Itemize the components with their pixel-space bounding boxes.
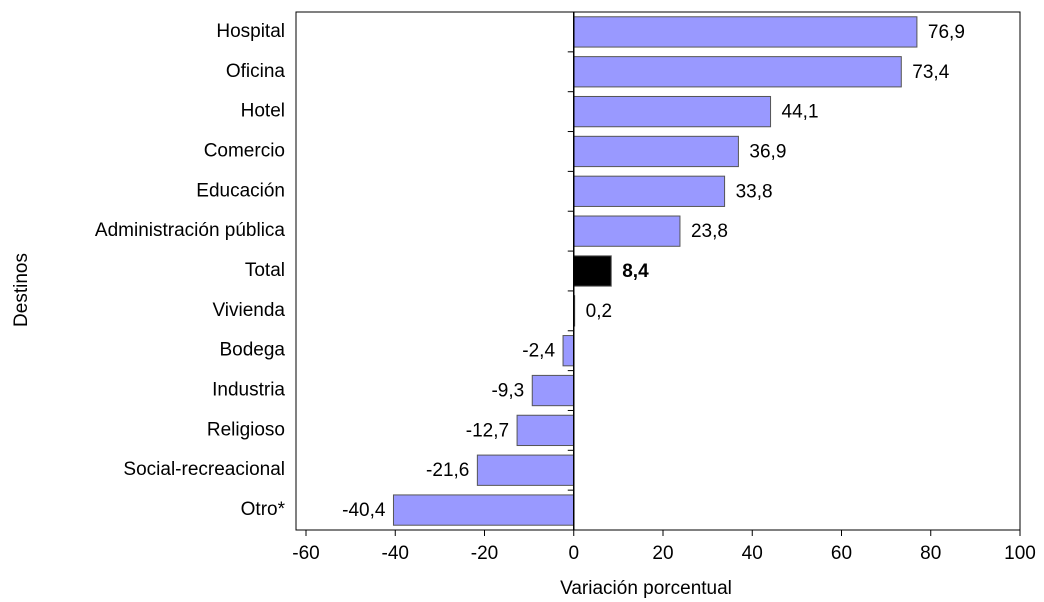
bar [573, 16, 918, 48]
y-tick-label: Otro* [241, 499, 286, 520]
y-tick-label: Industria [212, 380, 285, 401]
value-label: 76,9 [928, 22, 965, 43]
y-tick-label: Hotel [241, 101, 285, 122]
y-axis-title: Destinos [11, 253, 32, 327]
bar [573, 255, 612, 287]
value-label: -40,4 [342, 500, 386, 521]
x-tick-label: 0 [568, 543, 579, 564]
plot-area [295, 11, 1021, 531]
x-tick-label: -40 [382, 543, 409, 564]
value-label: -9,3 [491, 381, 524, 402]
y-tick-label: Administración pública [95, 220, 286, 241]
bar [476, 454, 575, 486]
value-label: -21,6 [426, 460, 469, 481]
x-axis-title: Variación porcentual [560, 578, 732, 599]
x-tick-label: 20 [652, 543, 673, 564]
x-tick-label: -60 [292, 543, 319, 564]
y-tick-label: Educación [196, 180, 285, 201]
y-tick-label: Bodega [219, 340, 285, 361]
x-tick-label: 100 [1004, 543, 1036, 564]
x-tick-label: 80 [920, 543, 941, 564]
value-label: 36,9 [749, 141, 786, 162]
value-label: 8,4 [622, 261, 649, 282]
bar [562, 335, 575, 367]
value-label: -12,7 [466, 420, 509, 441]
value-label: 23,8 [691, 221, 728, 242]
bar [531, 374, 575, 407]
bar [516, 414, 575, 447]
bar [392, 494, 575, 526]
y-tick-label: Hospital [216, 21, 285, 42]
value-label: 44,1 [782, 102, 819, 123]
y-tick-label: Religioso [207, 419, 285, 440]
x-tick-label: 40 [742, 543, 763, 564]
y-tick-label: Vivienda [212, 300, 285, 321]
bar [573, 175, 726, 207]
bar [573, 135, 739, 168]
x-tick-label: -20 [471, 543, 498, 564]
bar [573, 95, 772, 128]
bar [573, 56, 902, 88]
value-label: 73,4 [912, 62, 949, 83]
y-tick-label: Comercio [204, 140, 285, 161]
bar [573, 215, 681, 247]
value-label: 0,2 [586, 301, 612, 322]
y-tick-label: Social-recreacional [123, 459, 285, 480]
y-tick-label: Total [245, 260, 285, 281]
y-tick-label: Oficina [226, 61, 286, 82]
value-label: 33,8 [736, 181, 773, 202]
x-tick-label: 60 [831, 543, 852, 564]
value-label: -2,4 [522, 341, 555, 362]
